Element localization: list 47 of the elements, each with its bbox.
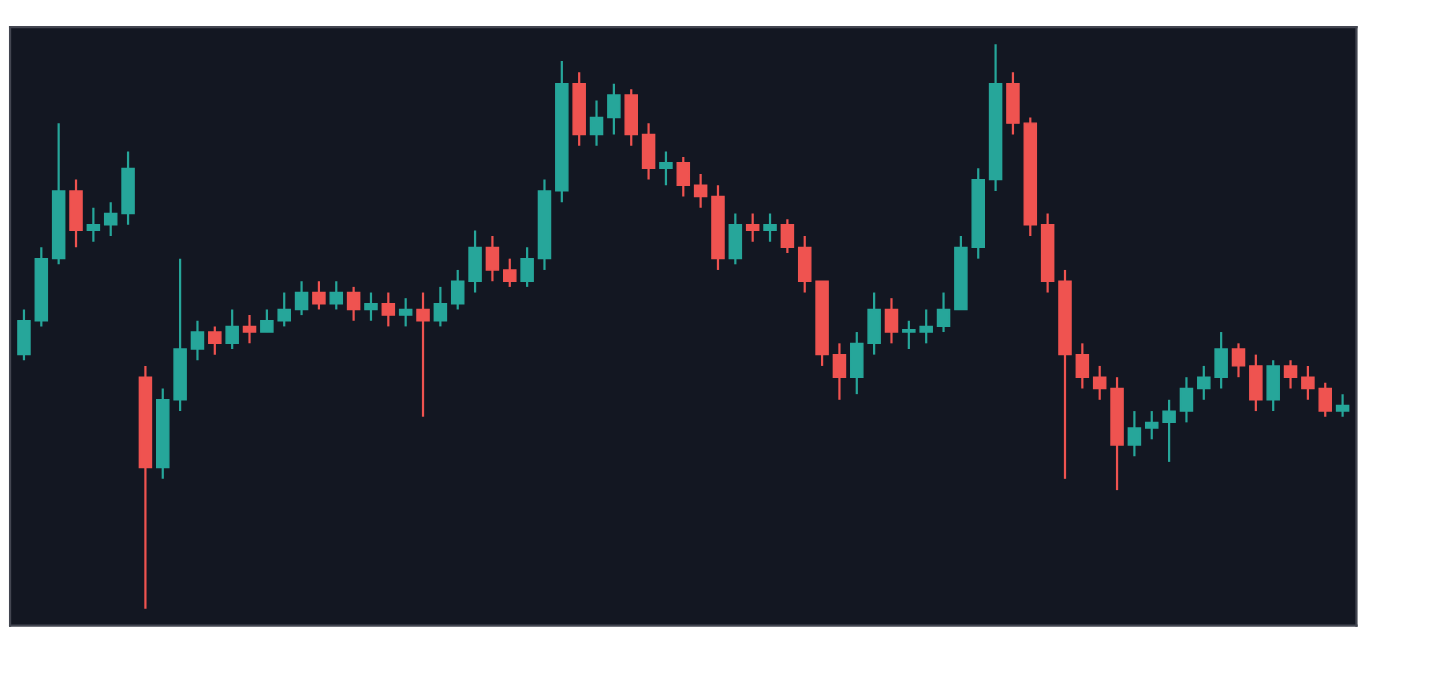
candlestick xyxy=(69,178,83,249)
candlestick xyxy=(103,201,118,238)
candlestick xyxy=(208,325,222,356)
candlestick xyxy=(381,291,396,328)
candlestick xyxy=(485,234,500,283)
candlestick xyxy=(693,172,708,209)
candlestick xyxy=(520,246,534,288)
candlestick xyxy=(589,99,604,147)
candlestick xyxy=(86,206,101,243)
candlestick xyxy=(832,342,847,401)
candlestick xyxy=(607,82,621,136)
candlestick xyxy=(190,319,205,362)
candlestick xyxy=(416,291,430,418)
candlestick xyxy=(1179,376,1194,424)
candlestick xyxy=(1127,409,1142,458)
candlestick xyxy=(346,285,361,322)
candlestick xyxy=(17,308,31,362)
candlestick xyxy=(503,257,517,288)
candlestick xyxy=(936,291,951,334)
candlestick xyxy=(1283,359,1298,390)
candlestick xyxy=(763,212,777,243)
candlestick xyxy=(659,150,673,187)
candlestick xyxy=(121,150,135,226)
candlestick xyxy=(780,218,795,255)
candlestick xyxy=(1006,71,1020,136)
candlestick xyxy=(884,297,899,345)
candlestick xyxy=(329,280,344,311)
candlestick xyxy=(398,297,413,328)
candlestick xyxy=(676,155,691,198)
candlestick xyxy=(1249,353,1263,413)
candlestick xyxy=(1231,342,1246,379)
candlestick xyxy=(1335,393,1350,418)
candlestick xyxy=(1075,342,1090,390)
candlestick xyxy=(312,280,326,311)
candlestick xyxy=(1266,359,1280,413)
candlestick xyxy=(468,229,482,294)
candlestick xyxy=(624,88,638,147)
candlestick xyxy=(641,122,656,181)
candlestick xyxy=(745,212,760,243)
candlestick xyxy=(450,268,465,311)
candlestick xyxy=(242,314,257,345)
candlestick xyxy=(364,291,378,322)
candlestick xyxy=(433,285,448,328)
candlestick xyxy=(1092,364,1107,401)
candlestick xyxy=(294,280,309,317)
candlestick xyxy=(728,212,743,266)
candlestick xyxy=(225,308,239,351)
